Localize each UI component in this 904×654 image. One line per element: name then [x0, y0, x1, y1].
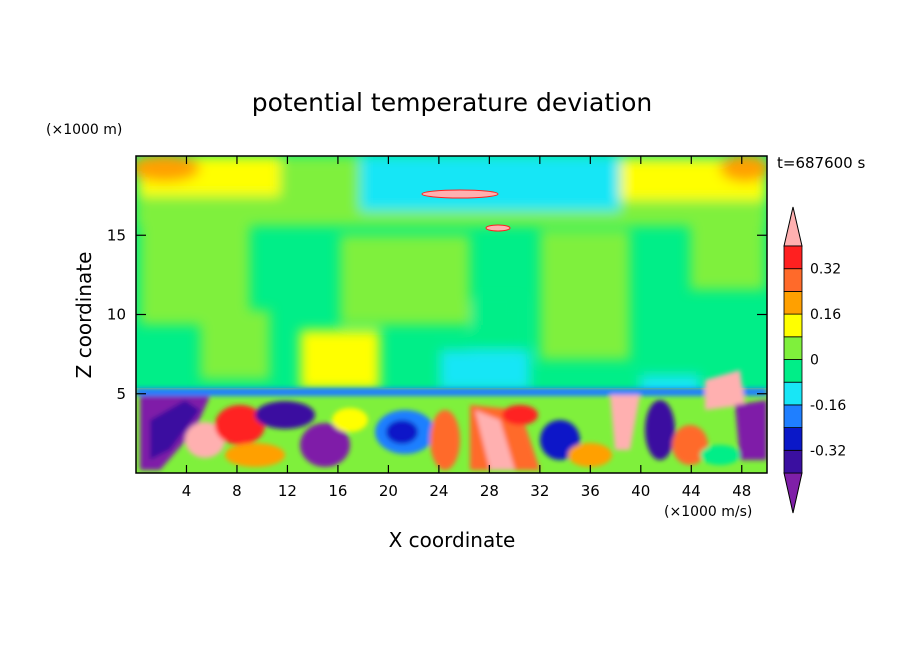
x-tick-label: 48: [732, 482, 751, 500]
x-tick-label: 16: [328, 482, 347, 500]
x-axis: 4 8 12 16 20 24 28 32 36 40 44 48: [182, 156, 751, 500]
colorbar: 0.32 0.16 0 -0.16 -0.32: [783, 206, 846, 514]
colorbar-segment: [783, 290, 803, 315]
x-tick-label: 28: [480, 482, 499, 500]
y-axis-label: Z coordinate: [72, 252, 96, 379]
colorbar-label: 0: [810, 353, 819, 369]
x-tick-label: 36: [581, 482, 600, 500]
colorbar-label: -0.16: [810, 398, 846, 414]
colorbar-label: 0.16: [810, 307, 841, 323]
colorbar-segment: [783, 404, 803, 428]
colorbar-segment: [783, 245, 803, 270]
heatmap-field: [136, 156, 767, 473]
colorbar-segment: [783, 427, 803, 451]
colorbar-segment: [783, 268, 803, 292]
y-tick-label: 5: [116, 385, 126, 403]
colorbar-extend-max: [783, 206, 803, 247]
time-label: t=687600 s: [777, 154, 865, 172]
x-tick-label: 40: [631, 482, 650, 500]
x-tick-label: 8: [232, 482, 242, 500]
colorbar-label: -0.32: [810, 443, 846, 459]
y-unit-label: (×1000 m): [46, 122, 122, 138]
colorbar-segment: [783, 381, 803, 406]
colorbar-label: 0.32: [810, 262, 841, 278]
x-axis-label: X coordinate: [389, 528, 516, 552]
colorbar-segment: [783, 449, 803, 474]
y-axis: 5 10 15: [107, 226, 767, 403]
x-tick-label: 4: [182, 482, 192, 500]
x-tick-label: 32: [530, 482, 549, 500]
colorbar-extend-min: [783, 472, 803, 514]
x-unit-label: (×1000 m/s): [664, 504, 752, 520]
x-tick-label: 44: [682, 482, 701, 500]
colorbar-segment: [783, 313, 803, 338]
colorbar-segment: [783, 336, 803, 360]
chart-title: potential temperature deviation: [252, 88, 652, 117]
x-tick-label: 20: [379, 482, 398, 500]
y-tick-label: 15: [107, 226, 126, 244]
x-tick-label: 24: [429, 482, 448, 500]
x-tick-label: 12: [278, 482, 297, 500]
colorbar-segment: [783, 359, 803, 383]
y-tick-label: 10: [107, 306, 126, 324]
